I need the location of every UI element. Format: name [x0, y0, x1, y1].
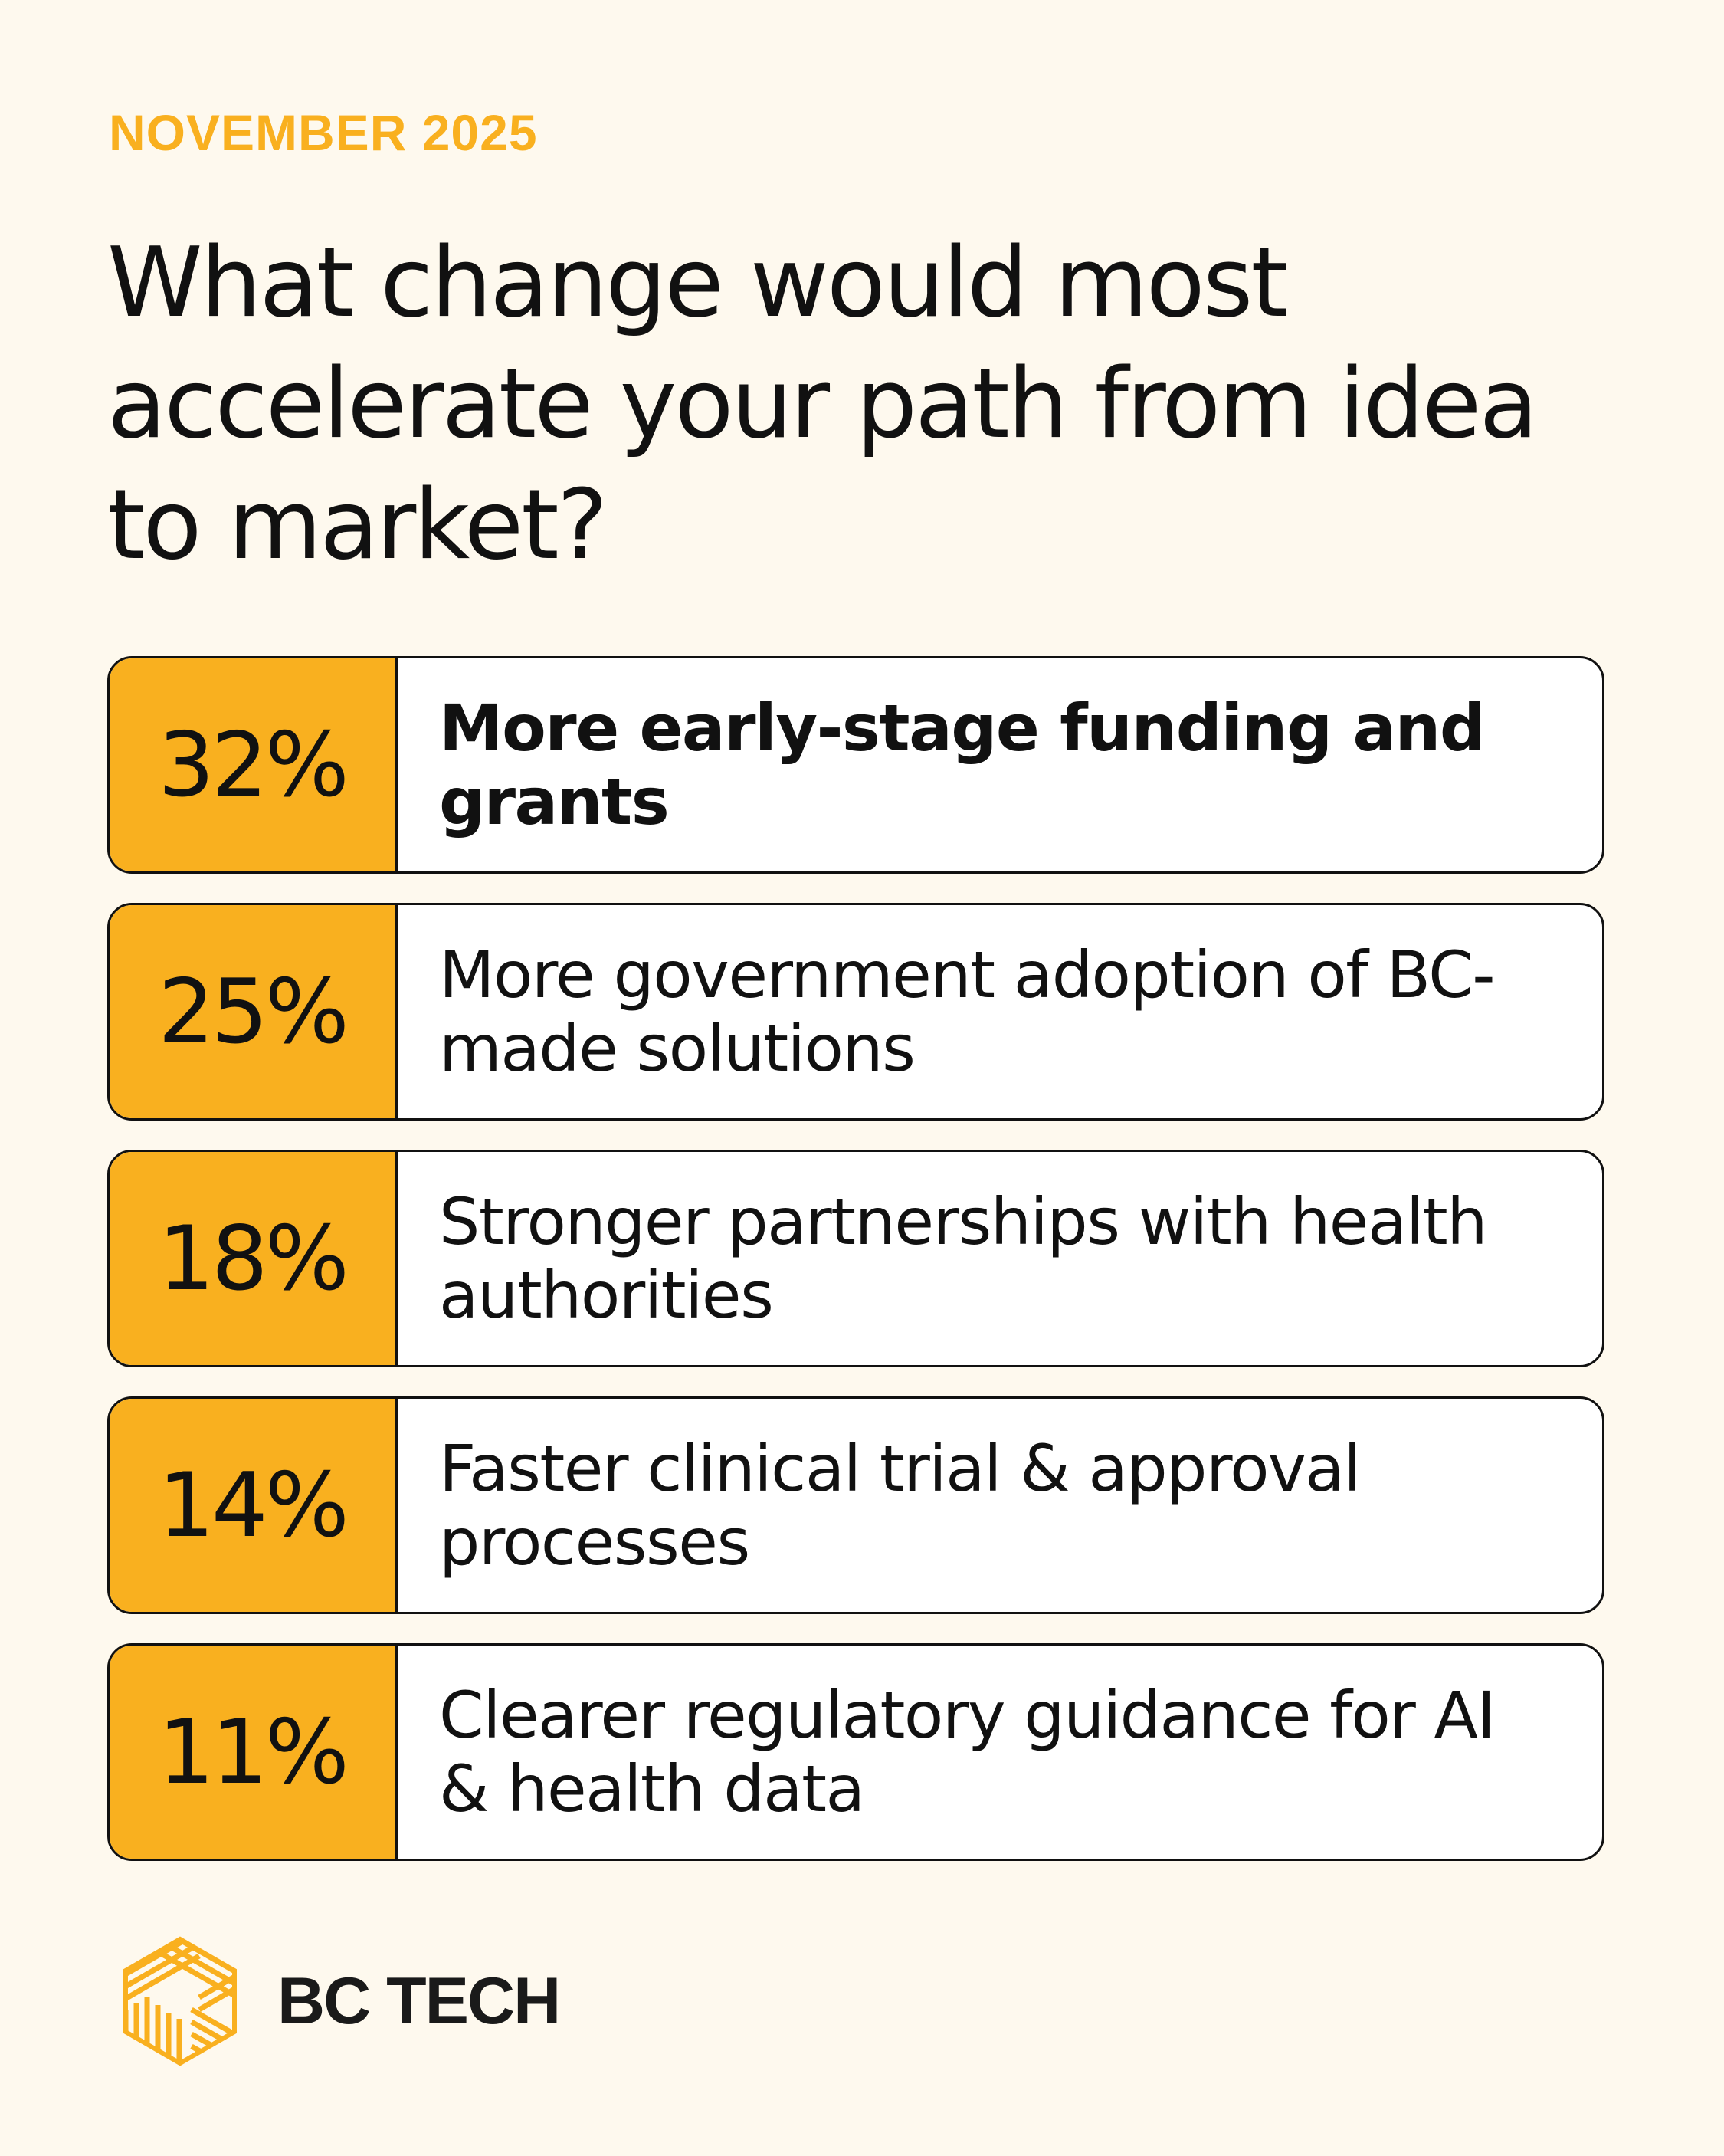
result-label: More early-stage funding and grants	[439, 691, 1486, 839]
result-row: 14% Faster clinical trial & approval pro…	[107, 1396, 1604, 1614]
date-label: NOVEMBER 2025	[109, 104, 538, 161]
page-title: What change would most accelerate your p…	[107, 226, 1539, 581]
bc-tech-hexagon-logo-icon	[123, 1936, 237, 2066]
result-row: 11% Clearer regulatory guidance for AI &…	[107, 1643, 1604, 1861]
brand-logo: BC TECH	[115, 1936, 561, 2066]
result-label: More government adoption of BC-made solu…	[439, 937, 1496, 1086]
result-percentage: 14%	[110, 1399, 398, 1612]
results-list: 32% More early-stage funding and grants …	[107, 656, 1604, 1890]
brand-name: BC TECH	[277, 1964, 561, 2038]
result-row: 32% More early-stage funding and grants	[107, 656, 1604, 874]
result-percentage: 11%	[110, 1646, 398, 1859]
result-label: Stronger partnerships with health author…	[439, 1184, 1487, 1333]
result-percentage: 32%	[110, 658, 398, 871]
result-label: Clearer regulatory guidance for AI & hea…	[439, 1678, 1496, 1826]
result-percentage: 18%	[110, 1152, 398, 1365]
result-row: 25% More government adoption of BC-made …	[107, 903, 1604, 1121]
result-percentage: 25%	[110, 905, 398, 1118]
result-label: Faster clinical trial & approval process…	[439, 1431, 1362, 1580]
result-row: 18% Stronger partnerships with health au…	[107, 1150, 1604, 1367]
